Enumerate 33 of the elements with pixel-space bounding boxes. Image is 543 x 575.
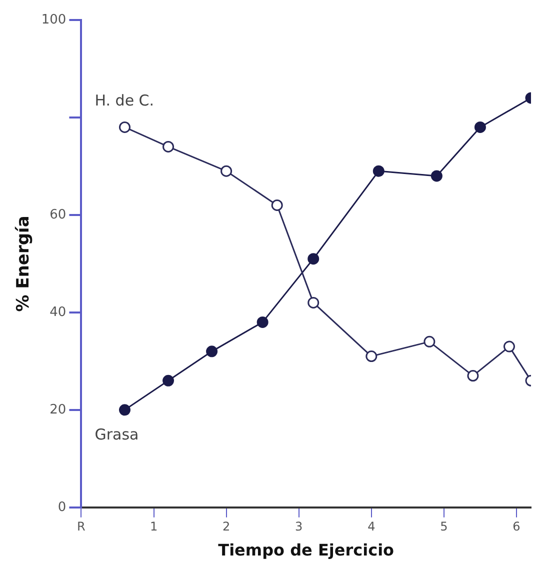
x-tick-label: 5 xyxy=(440,520,448,534)
y-axis-title: % Energía xyxy=(14,216,34,312)
series-label: H. de C. xyxy=(94,92,154,110)
point xyxy=(271,199,283,211)
point xyxy=(162,140,174,152)
y-tick-label: 0 xyxy=(58,500,66,515)
point xyxy=(467,370,479,382)
point xyxy=(206,346,218,358)
y-tick-label: 20 xyxy=(50,402,66,418)
point xyxy=(430,170,442,182)
x-tick-label: R xyxy=(77,520,86,534)
point xyxy=(424,336,436,348)
point xyxy=(308,253,320,265)
point xyxy=(118,404,130,416)
point xyxy=(308,296,320,308)
point xyxy=(366,350,378,362)
point xyxy=(503,340,515,352)
point xyxy=(118,121,130,133)
y-tick-label: 40 xyxy=(50,304,66,320)
x-tick-label: 1 xyxy=(150,520,158,534)
x-tick-label: 2 xyxy=(222,520,230,534)
x-axis-title: Tiempo de Ejercicio xyxy=(218,540,394,560)
x-tick-label: 4 xyxy=(368,520,376,534)
point xyxy=(372,165,384,177)
point xyxy=(220,165,232,177)
point xyxy=(162,374,174,386)
series-label: Grasa xyxy=(94,425,139,444)
point xyxy=(474,121,486,133)
point xyxy=(256,316,268,328)
y-tick-label: 60 xyxy=(50,207,66,222)
x-tick-label: 6 xyxy=(512,520,520,534)
y-tick-label: 100 xyxy=(41,12,66,28)
x-tick-label: 3 xyxy=(295,520,303,534)
